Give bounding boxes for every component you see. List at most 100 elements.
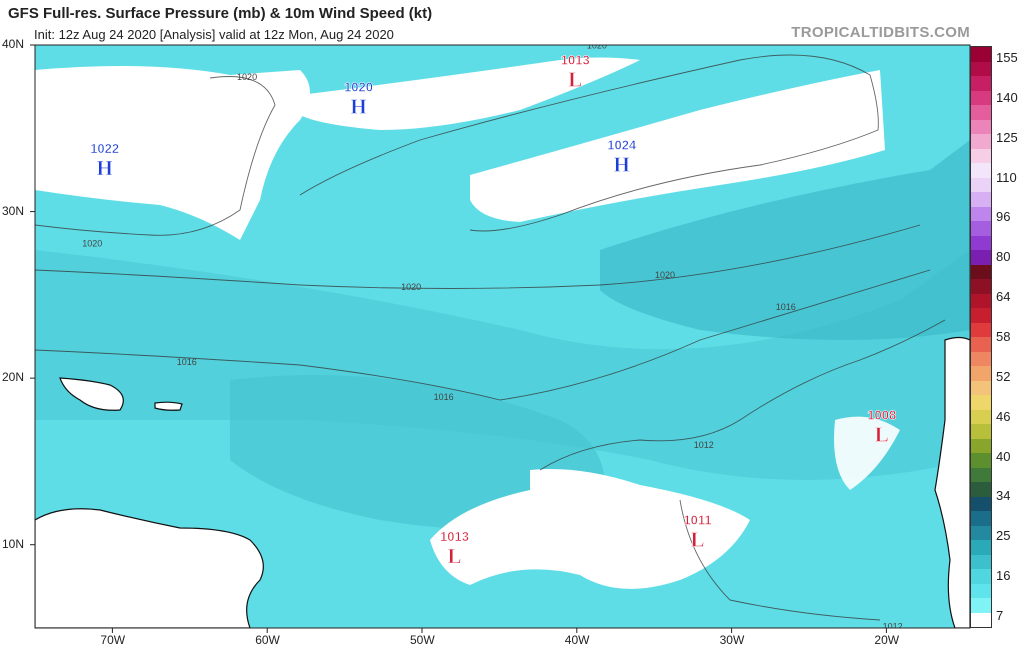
- colorbar-segment: [971, 409, 991, 424]
- colorbar-segment: [971, 177, 991, 192]
- colorbar-segment: [971, 540, 991, 555]
- wind-band-east: [600, 140, 970, 340]
- colorbar-tick-label: 16: [996, 568, 1011, 584]
- pressure-center-value: 1011: [683, 512, 711, 527]
- wind-speed-colorbar: [970, 46, 992, 628]
- isobar-label: 1016: [776, 302, 796, 312]
- colorbar-segment: [971, 612, 991, 627]
- colorbar-segment: [971, 569, 991, 584]
- colorbar-segment: [971, 496, 991, 511]
- calm-region-central: [470, 70, 885, 222]
- low-pressure-marker: L: [448, 544, 462, 568]
- calm-region-north: [300, 57, 640, 130]
- isobar-1012-south: [679, 499, 881, 621]
- pressure-center-value: 1013: [561, 53, 590, 68]
- colorbar-segment: [971, 221, 991, 236]
- colorbar-tick-label: 58: [996, 329, 1011, 344]
- colorbar-segment: [971, 482, 991, 497]
- colorbar-segment: [971, 61, 991, 76]
- colorbar-tick-label: 34: [996, 488, 1011, 504]
- colorbar-segment: [971, 293, 991, 308]
- calm-region-south: [430, 469, 750, 589]
- high-pressure-marker: H: [614, 153, 630, 177]
- isobar-label: 1012: [694, 440, 714, 450]
- longitude-label: 30W: [719, 633, 745, 647]
- colorbar-segment: [971, 467, 991, 482]
- colorbar-tick-label: 125: [996, 129, 1018, 145]
- colorbar-segment: [971, 47, 991, 62]
- isobar-label: 1016: [177, 357, 197, 367]
- colorbar-tick-label: 155: [996, 50, 1018, 65]
- low-pressure-marker: L: [691, 527, 705, 551]
- colorbar-tick-label: 7: [996, 608, 1004, 623]
- isobar-1020-central: [299, 54, 879, 232]
- colorbar-tick-label: 140: [996, 89, 1018, 105]
- isobar-label: 1012: [883, 622, 903, 632]
- latitude-label: 20N: [2, 370, 25, 385]
- colorbar-segment: [971, 250, 991, 265]
- latitude-label: 40N: [2, 37, 25, 51]
- colorbar-segment: [971, 192, 991, 207]
- colorbar-segment: [971, 511, 991, 526]
- colorbar-segment: [971, 235, 991, 250]
- land-puerto-rico: [154, 401, 183, 411]
- high-pressure-marker: H: [96, 156, 112, 180]
- colorbar-segment: [971, 583, 991, 598]
- colorbar-tick-label: 46: [996, 408, 1011, 424]
- isobar-1020-south: [35, 224, 921, 289]
- pressure-center-value: 1008: [867, 407, 896, 422]
- colorbar-segment: [971, 308, 991, 323]
- pressure-center-value: 1024: [607, 138, 637, 153]
- colorbar-segment: [971, 453, 991, 468]
- colorbar-segment: [971, 76, 991, 91]
- colorbar-segment: [971, 322, 991, 337]
- isobar-label: 1020: [82, 239, 102, 249]
- map-title: GFS Full-res. Surface Pressure (mb) & 10…: [8, 5, 433, 22]
- isobar-label: 1020: [587, 40, 607, 50]
- colorbar-segment: [971, 206, 991, 221]
- land-hispaniola: [59, 377, 124, 411]
- colorbar-segment: [971, 148, 991, 163]
- isobar-label: 1020: [237, 72, 257, 82]
- colorbar-segment: [971, 554, 991, 569]
- latitude-label: 30N: [2, 203, 25, 218]
- colorbar-tick-label: 25: [996, 528, 1011, 544]
- isobar-label: 1020: [401, 282, 421, 292]
- calm-region-northwest: [35, 66, 310, 240]
- isobar-1012-east: [539, 319, 946, 471]
- pressure-center-value: 1020: [344, 79, 373, 94]
- pressure-center-value: 1013: [440, 529, 469, 544]
- colorbar-tick-label: 110: [996, 169, 1017, 185]
- colorbar-segment: [971, 366, 991, 381]
- colorbar-segment: [971, 598, 991, 613]
- land-south-america: [35, 508, 264, 628]
- isobar-label: 1020: [655, 270, 675, 280]
- latitude-label: 10N: [2, 536, 25, 551]
- colorbar-segment: [971, 351, 991, 366]
- pressure-center-value: 1022: [90, 141, 119, 156]
- calm-region-canary: [834, 416, 900, 490]
- colorbar-segment: [971, 424, 991, 439]
- colorbar-segment: [971, 395, 991, 410]
- longitude-label: 60W: [255, 633, 280, 647]
- colorbar-segment: [971, 90, 991, 105]
- colorbar-segment: [971, 119, 991, 134]
- low-pressure-marker: L: [568, 68, 582, 92]
- map-subtitle: Init: 12z Aug 24 2020 [Analysis] valid a…: [34, 27, 394, 42]
- longitude-label: 40W: [564, 633, 590, 647]
- high-pressure-marker: H: [350, 94, 366, 118]
- brand-watermark: TROPICALTIDBITS.COM: [791, 24, 970, 41]
- longitude-label: 70W: [100, 633, 126, 647]
- colorbar-segment: [971, 264, 991, 279]
- colorbar-segment: [971, 337, 991, 352]
- colorbar-tick-label: 96: [996, 209, 1011, 225]
- longitude-label: 20W: [874, 633, 900, 647]
- longitude-label: 50W: [410, 633, 435, 647]
- colorbar-segment: [971, 438, 991, 453]
- colorbar-segment: [971, 105, 991, 120]
- isobar-label: 1016: [434, 392, 454, 402]
- isobar-1020-north: [35, 76, 276, 236]
- low-pressure-marker: L: [875, 422, 889, 446]
- colorbar-segment: [971, 380, 991, 395]
